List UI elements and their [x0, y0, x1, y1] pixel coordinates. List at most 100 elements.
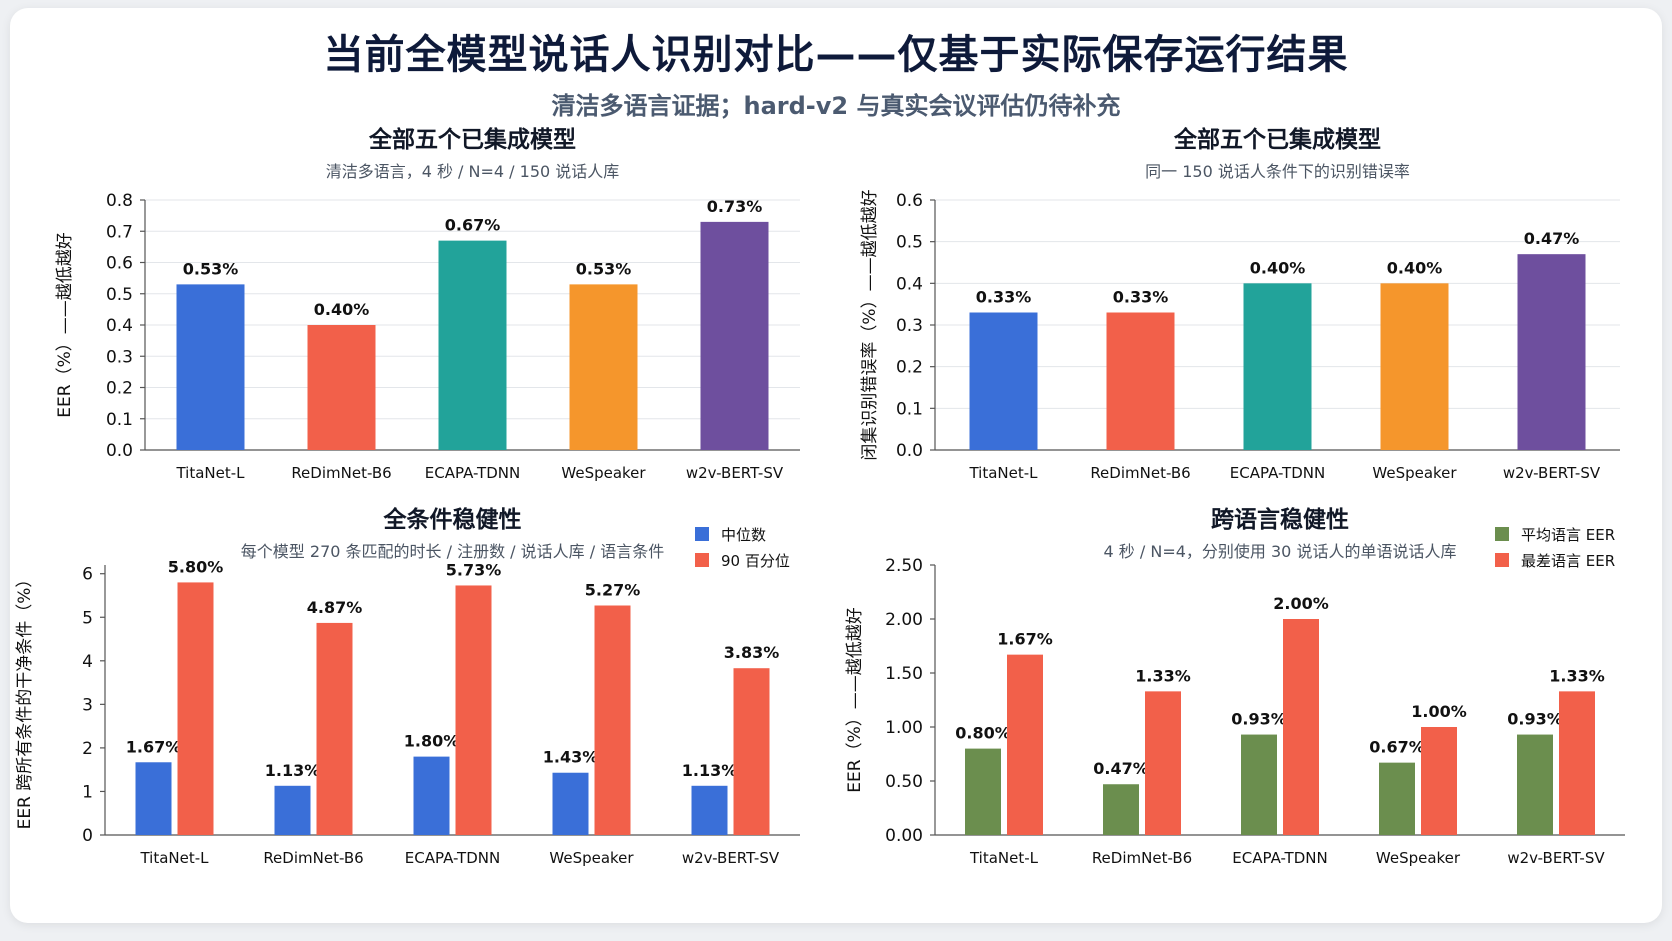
x-category-label: ReDimNet-B6: [1090, 464, 1190, 482]
y-tick-label: 2: [82, 739, 93, 759]
x-category-label: ECAPA-TDNN: [405, 849, 500, 867]
x-category-label: ECAPA-TDNN: [1232, 849, 1327, 867]
data-label: 0.53%: [183, 259, 239, 278]
y-tick-label: 0.5: [106, 285, 133, 305]
data-label: 2.00%: [1273, 594, 1329, 613]
y-axis-label: EER 跨所有条件的干净条件（%）: [15, 571, 35, 830]
y-tick-label: 1.00: [885, 718, 923, 738]
bar-ecapa-tdnn: [1243, 283, 1312, 450]
data-label: 4.87%: [307, 598, 363, 617]
bar-series0-titanet-l: [135, 762, 172, 835]
legend-swatch: [695, 527, 709, 541]
bar-wespeaker: [569, 284, 638, 450]
y-axis-label: EER（%）——越低越好: [55, 232, 75, 417]
data-label: 1.33%: [1135, 666, 1191, 685]
data-label: 0.40%: [1387, 258, 1443, 277]
data-label: 0.40%: [1250, 258, 1306, 277]
y-tick-label: 6: [82, 565, 93, 585]
legend-swatch: [1495, 527, 1509, 541]
data-label: 5.27%: [585, 581, 641, 600]
legend-label: 平均语言 EER: [1521, 526, 1615, 544]
bar-redimnet-b6: [307, 325, 376, 450]
x-category-label: WeSpeaker: [1372, 464, 1457, 482]
data-label: 0.33%: [1113, 288, 1169, 307]
y-tick-label: 0.50: [885, 772, 923, 792]
y-tick-label: 0.00: [885, 826, 923, 846]
bar-series0-ecapa-tdnn: [413, 756, 450, 835]
chart-panel-condition-robustness: 全条件稳健性每个模型 270 条匹配的时长 / 注册数 / 说话人库 / 语言条…: [15, 505, 820, 890]
bar-series1-w2v-bert-sv: [1559, 691, 1595, 835]
bar-series1-titanet-l: [177, 582, 214, 835]
legend-swatch: [695, 553, 709, 567]
y-tick-label: 4: [82, 652, 93, 672]
bar-series0-redimnet-b6: [274, 785, 311, 835]
data-label: 0.93%: [1231, 710, 1287, 729]
y-tick-label: 1: [82, 782, 93, 802]
bar-series1-ecapa-tdnn: [455, 585, 492, 835]
chart-title: 全部五个已集成模型: [1173, 126, 1381, 153]
chart-title: 全条件稳健性: [383, 506, 522, 533]
x-category-label: ReDimNet-B6: [291, 464, 391, 482]
data-label: 0.40%: [314, 300, 370, 319]
x-category-label: TitaNet-L: [139, 849, 209, 867]
chart-title: 全部五个已集成模型: [368, 126, 576, 153]
x-category-label: WeSpeaker: [561, 464, 646, 482]
chart-subtitle: 同一 150 说话人条件下的识别错误率: [1145, 162, 1410, 181]
y-tick-label: 0.3: [106, 347, 133, 367]
y-tick-label: 0.4: [106, 316, 133, 336]
data-label: 1.43%: [543, 748, 599, 767]
x-category-label: TitaNet-L: [175, 464, 245, 482]
y-tick-label: 0.4: [896, 274, 923, 294]
bar-series0-wespeaker: [1379, 762, 1415, 835]
y-tick-label: 0.5: [896, 233, 923, 253]
bar-titanet-l: [176, 284, 245, 450]
bar-w2v-bert-sv: [700, 221, 769, 450]
chart-panel-eer: 全部五个已集成模型 清洁多语言，4 秒 / N=4 / 150 说话人库 0.0 0.…: [30, 125, 820, 500]
chart-svg-c4: 跨语言稳健性 4 秒 / N=4，分别使用 30 说话人的单语说话人库 0.00 0.…: [845, 506, 1625, 867]
data-label: 1.00%: [1411, 702, 1467, 721]
y-tick-label: 2.50: [885, 556, 923, 576]
x-category-label: w2v-BERT-SV: [682, 849, 780, 867]
legend-label: 中位数: [721, 526, 766, 544]
page-subtitle: 清洁多语言证据；hard-v2 与真实会议评估仍待补充: [551, 92, 1121, 120]
x-category-label: WeSpeaker: [549, 849, 634, 867]
data-label: 5.80%: [168, 557, 224, 576]
bar-series0-w2v-bert-sv: [691, 785, 728, 835]
data-label: 0.80%: [955, 724, 1011, 743]
y-axis-label: EER（%）——越低越好: [845, 607, 865, 792]
y-tick-label: 2.00: [885, 610, 923, 630]
x-category-label: w2v-BERT-SV: [686, 464, 784, 482]
bar-series1-redimnet-b6: [1145, 691, 1181, 835]
bar-ecapa-tdnn: [438, 240, 507, 450]
x-category-label: TitaNet-L: [968, 464, 1038, 482]
bar-series1-w2v-bert-sv: [733, 668, 770, 835]
data-label: 0.67%: [1369, 738, 1425, 757]
x-category-label: w2v-BERT-SV: [1507, 849, 1605, 867]
bar-series0-titanet-l: [965, 748, 1001, 835]
bar-series1-wespeaker: [1421, 727, 1457, 835]
x-category-label: WeSpeaker: [1376, 849, 1461, 867]
x-category-label: ReDimNet-B6: [1092, 849, 1192, 867]
page-title: 当前全模型说话人识别对比——仅基于实际保存运行结果: [323, 32, 1349, 78]
data-label: 1.80%: [404, 732, 460, 751]
chart-title: 跨语言稳健性: [1211, 506, 1349, 533]
x-category-label: TitaNet-L: [969, 849, 1039, 867]
bar-series0-wespeaker: [552, 772, 589, 835]
data-label: 0.93%: [1507, 710, 1563, 729]
data-label: 1.67%: [997, 630, 1053, 649]
y-tick-label: 0.6: [896, 191, 923, 211]
data-label: 1.13%: [682, 761, 738, 780]
legend-label: 90 百分位: [721, 552, 790, 570]
data-label: 1.33%: [1549, 666, 1605, 685]
x-category-label: ECAPA-TDNN: [425, 464, 520, 482]
y-tick-label: 0.2: [896, 358, 923, 378]
bar-redimnet-b6: [1106, 312, 1175, 450]
chart-subtitle: 4 秒 / N=4，分别使用 30 说话人的单语说话人库: [1104, 542, 1457, 561]
chart-subtitle: 每个模型 270 条匹配的时长 / 注册数 / 说话人库 / 语言条件: [241, 542, 664, 561]
data-label: 3.83%: [724, 643, 780, 662]
data-label: 0.53%: [576, 259, 632, 278]
bar-series0-ecapa-tdnn: [1241, 734, 1277, 835]
bar-series1-titanet-l: [1007, 654, 1043, 835]
bar-titanet-l: [969, 312, 1038, 450]
